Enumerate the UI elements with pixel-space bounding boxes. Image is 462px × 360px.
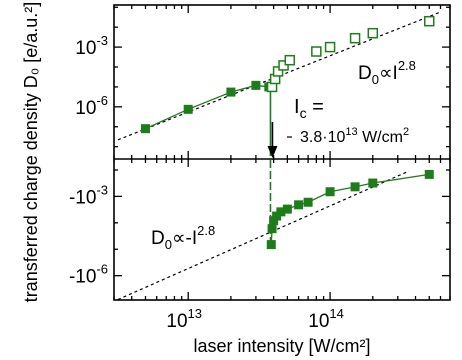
filled-square-marker <box>141 125 149 133</box>
x-tick-label: 1014 <box>308 306 344 332</box>
power-law-annotation-positive: D0∝I2.8 <box>358 58 416 87</box>
filled-square-marker <box>227 88 235 96</box>
open-square-marker <box>285 56 294 65</box>
filled-square-marker <box>304 198 312 206</box>
open-square-marker <box>425 17 434 26</box>
y-tick-label: 10-6 <box>75 93 108 119</box>
plot-frame <box>114 5 450 300</box>
open-square-marker <box>312 47 321 56</box>
power-law-annotation-negative: D0∝-I2.8 <box>151 223 215 252</box>
open-square-marker <box>368 29 377 38</box>
filled-square-marker <box>425 170 433 178</box>
open-square-marker <box>326 43 335 52</box>
tick-marks <box>114 5 450 300</box>
x-tick-label: 1013 <box>166 306 202 332</box>
y-tick-label: -10-6 <box>69 262 108 288</box>
critical-intensity-marker: Ic = 3.8·1013 W/cm2 <box>267 96 409 158</box>
critical-intensity-value: 3.8·1013 W/cm2 <box>300 126 409 146</box>
filled-square-marker <box>184 105 192 113</box>
axes <box>114 5 450 300</box>
critical-intensity-label: Ic = <box>294 96 324 121</box>
tick-labels: 1013 1014 10-6 10-3 -10-6 -10-3 <box>69 33 344 332</box>
filled-square-marker <box>283 205 291 213</box>
filled-square-marker <box>295 201 303 209</box>
y-axis-label: transferred charge density D₀ [e/a.u.²] <box>21 2 41 303</box>
open-square-marker <box>351 34 360 43</box>
filled-square-marker <box>326 188 334 196</box>
filled-square-marker <box>351 183 359 191</box>
filled-square-marker <box>369 179 377 187</box>
filled-square-marker <box>268 225 276 233</box>
filled-series-curve <box>271 174 429 244</box>
x-axis-label: laser intensity [W/cm²] <box>193 336 370 356</box>
critical-arrow-head <box>267 146 277 158</box>
y-tick-label: -10-3 <box>69 182 108 208</box>
filled-square-marker <box>252 81 260 89</box>
filled-square-marker <box>267 241 275 249</box>
y-tick-label: 10-3 <box>75 33 108 59</box>
filled-series-curve <box>145 85 270 128</box>
